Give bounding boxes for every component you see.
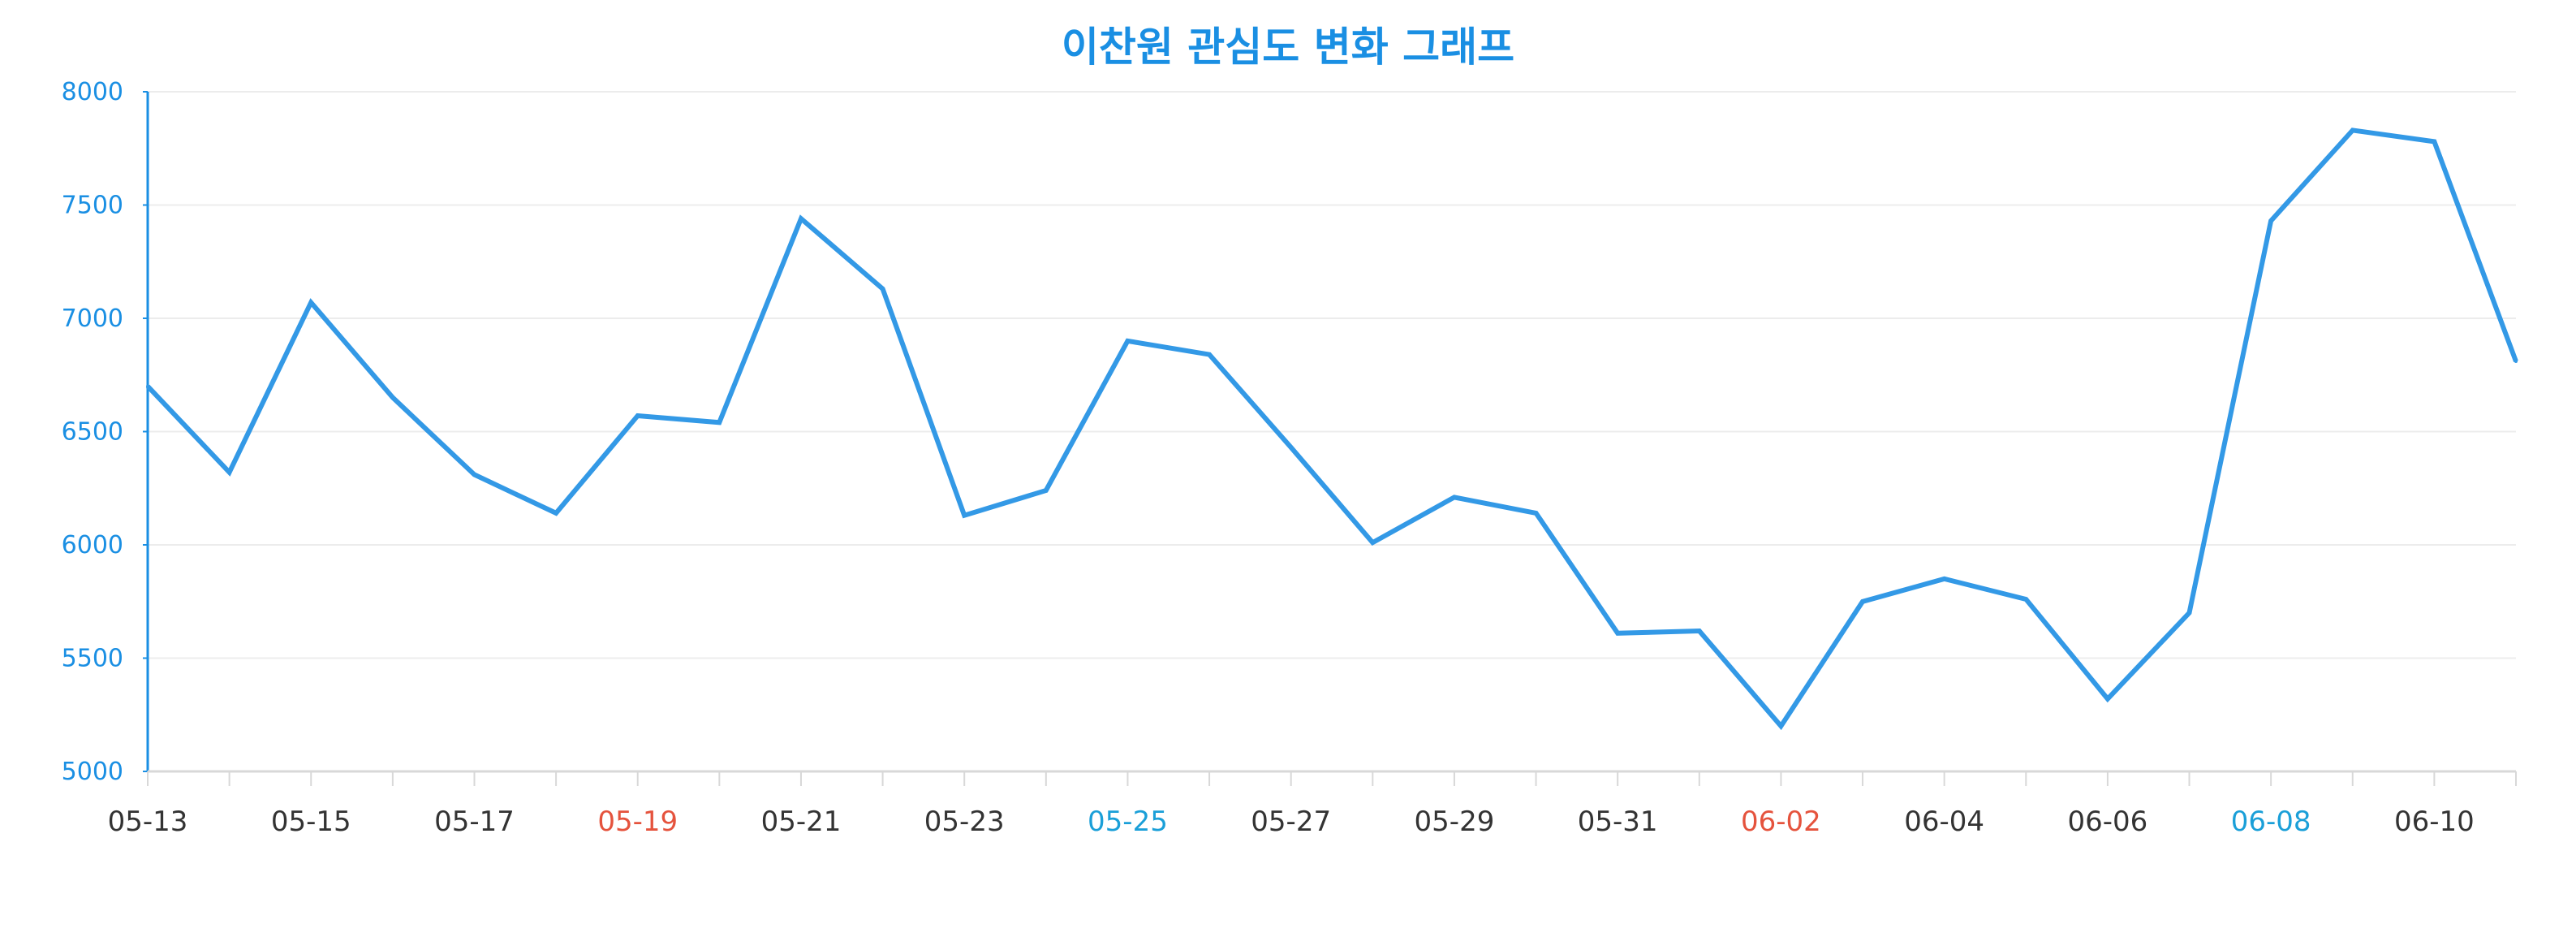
tick-labels: 5000 5500 6000 6500 7000 7500 8000 05-13 05-15 05… xyxy=(62,78,2475,838)
data-point xyxy=(1942,577,1946,581)
y-tick-label: 5000 xyxy=(62,758,123,786)
data-point xyxy=(1534,511,1538,515)
data-point xyxy=(1616,631,1620,635)
y-tick-label: 6500 xyxy=(62,418,123,447)
series-layer xyxy=(145,127,2518,731)
chart-title: 이찬원 관심도 변화 그래프 xyxy=(1061,24,1515,71)
data-point xyxy=(472,473,476,477)
x-tick-label: 05-25 xyxy=(1088,806,1168,838)
data-point xyxy=(2105,697,2109,701)
x-tick-label: 05-31 xyxy=(1578,806,1658,838)
data-point xyxy=(1779,724,1783,728)
data-point xyxy=(390,395,394,400)
data-point xyxy=(2432,140,2436,144)
data-point xyxy=(2514,360,2518,364)
data-point xyxy=(309,300,313,305)
data-point xyxy=(1452,495,1456,499)
x-tick-label: 05-15 xyxy=(271,806,351,838)
data-point xyxy=(1289,446,1293,450)
data-point xyxy=(635,413,640,417)
x-tick-label: 05-23 xyxy=(924,806,1005,838)
data-point xyxy=(1208,352,1212,356)
data-point xyxy=(799,217,803,221)
grid-lines xyxy=(148,91,2516,659)
data-point xyxy=(1861,599,1865,603)
data-point xyxy=(2024,597,2028,601)
y-tick-label: 8000 xyxy=(62,78,123,106)
y-tick-label: 6000 xyxy=(62,531,123,559)
data-point xyxy=(1697,629,1701,633)
axes xyxy=(143,91,2517,786)
x-tick-label: 05-27 xyxy=(1251,806,1331,838)
x-tick-label: 05-29 xyxy=(1415,806,1495,838)
data-point xyxy=(554,511,558,515)
x-tick-label: 05-19 xyxy=(597,806,678,838)
data-point xyxy=(146,384,149,388)
data-point xyxy=(2350,128,2354,132)
data-point xyxy=(963,513,967,517)
y-tick-label: 5500 xyxy=(62,645,123,673)
x-tick-label: 06-10 xyxy=(2394,806,2475,838)
data-point xyxy=(881,287,885,291)
series-line-0 xyxy=(145,127,2518,731)
x-tick-label: 05-17 xyxy=(434,806,515,838)
data-point xyxy=(1044,489,1048,493)
y-tick-label: 7500 xyxy=(62,192,123,220)
x-tick-label: 06-02 xyxy=(1741,806,1821,838)
data-point xyxy=(1126,339,1130,343)
x-tick-label: 06-06 xyxy=(2067,806,2147,838)
y-tick-label: 7000 xyxy=(62,305,123,333)
x-tick-label: 05-13 xyxy=(108,806,188,838)
data-point xyxy=(2269,219,2273,223)
x-tick-label: 06-08 xyxy=(2231,806,2311,838)
data-point xyxy=(1371,541,1375,545)
data-point xyxy=(227,470,231,474)
data-point xyxy=(2187,611,2191,615)
data-point xyxy=(717,421,722,425)
x-tick-label: 05-21 xyxy=(761,806,842,838)
x-tick-label: 06-04 xyxy=(1904,806,1984,838)
